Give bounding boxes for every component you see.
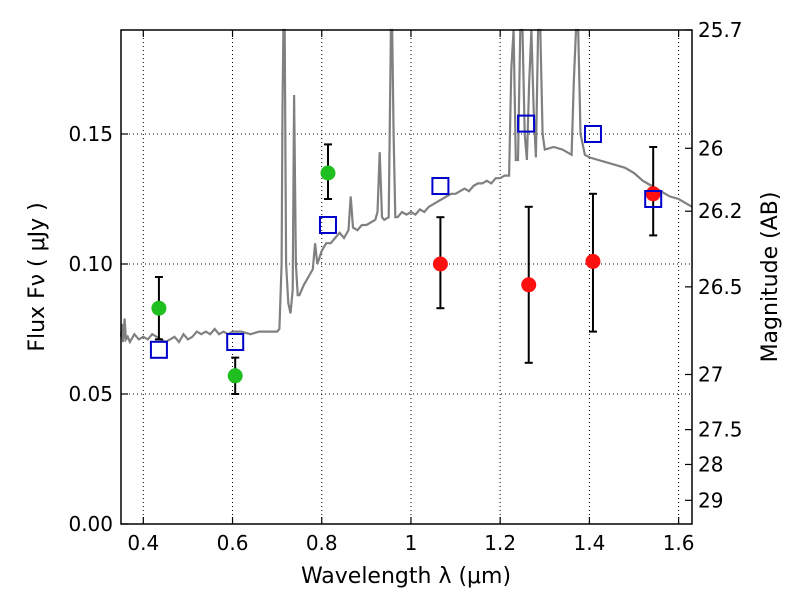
y2-tick-label: 29 (698, 488, 723, 512)
y2-tick-label: 27.5 (698, 418, 743, 442)
y-tick-label: 0.15 (68, 122, 113, 146)
y-tick-label: 0.10 (68, 252, 113, 276)
y2-tick-label: 26.2 (698, 199, 743, 223)
data-point (521, 277, 537, 293)
grid-lines (121, 30, 692, 525)
model-photometry-square (517, 114, 536, 133)
y2-axis-ticks: 25.7 26 26.2 26.5 27 27.5 28 29 (685, 18, 743, 512)
y-tick-label: 0.05 (68, 382, 113, 406)
y2-tick-label: 26.5 (698, 275, 743, 299)
data-markers (149, 114, 663, 384)
model-photometry-square (226, 333, 245, 351)
model-photometry-square (149, 340, 168, 359)
plot-area (119, 28, 693, 345)
model-photometry-square (644, 190, 663, 208)
error-bars (154, 143, 658, 395)
x-tick-label: 0.8 (306, 531, 338, 555)
y-tick-label: 0.00 (68, 512, 113, 536)
y2-tick-label: 25.7 (698, 18, 743, 42)
y2-tick-label: 28 (698, 452, 723, 476)
x-axis-ticks: 0.4 0.6 0.8 1 1.2 1.4 1.6 (127, 30, 695, 555)
x-tick-label: 0.6 (217, 531, 249, 555)
data-point (151, 300, 167, 316)
model-photometry-square (318, 216, 337, 234)
model-photometry-square (431, 177, 450, 195)
data-point (227, 368, 243, 384)
x-axis-label: Wavelength λ (μm) (301, 564, 511, 589)
data-point (432, 256, 448, 272)
x-tick-label: 1.4 (573, 531, 605, 555)
x-tick-label: 1 (405, 531, 418, 555)
data-point (645, 186, 661, 202)
model-photometry-square (583, 125, 602, 143)
y2-tick-label: 27 (698, 363, 723, 387)
model-spectrum-line (119, 28, 693, 345)
y-axis-label: Flux Fν ( μJy ) (25, 202, 50, 351)
y2-tick-label: 26 (698, 136, 723, 160)
data-point (585, 253, 601, 269)
x-tick-label: 1.2 (484, 531, 516, 555)
x-tick-label: 0.4 (127, 531, 159, 555)
x-tick-label: 1.6 (663, 531, 695, 555)
y-axis-ticks: 0.00 0.05 0.10 0.15 (68, 122, 128, 536)
data-point (320, 165, 336, 181)
plot-frame (120, 29, 693, 525)
y2-axis-label: Magnitude (AB) (758, 192, 783, 363)
